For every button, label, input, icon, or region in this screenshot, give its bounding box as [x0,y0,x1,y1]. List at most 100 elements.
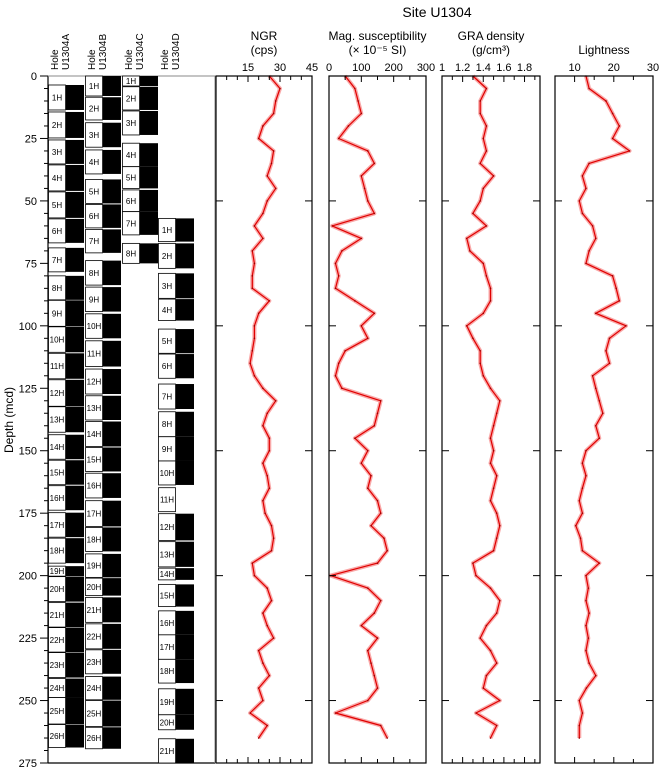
data-point [257,312,260,315]
data-point [373,424,376,427]
core-label-box [48,275,66,301]
data-point [376,412,379,415]
data-point [625,325,627,327]
core-label-box [48,164,66,192]
data-point [581,175,584,177]
panel-title: GRA density [458,29,525,43]
core-7h: 7H [122,211,158,236]
core-label: 14H [87,430,102,439]
data-point [367,649,369,652]
core-5h: 5H [122,166,158,189]
data-point [479,200,481,202]
core-label-box [48,512,66,538]
data-point [257,137,260,140]
core-19h: 19H [158,688,194,716]
core-6h: 6H [122,189,158,213]
core-label: 10H [87,322,102,331]
core-label: 21H [160,747,175,756]
data-point [587,587,590,589]
data-point [341,387,343,390]
data-point [257,687,260,689]
core-recovery-bar [176,460,194,485]
data-point [266,724,269,727]
core-recovery-bar [66,697,84,725]
data-curve [249,75,281,739]
core-label-box [158,567,176,581]
core-recovery-bar [176,568,194,580]
core-8h: 8H [48,275,84,301]
core-label-box [122,75,140,87]
data-point [266,200,269,202]
data-point [367,449,369,452]
core-2h: 2H [85,96,121,121]
depth-axis: 0 25 50 75 100 125 150 175 200 225 250 275 [19,71,216,770]
data-point [360,112,363,115]
data-point [337,275,340,277]
data-point [367,200,369,202]
core-11h: 11H [48,352,84,380]
core-label-box [158,353,176,379]
core-recovery-bar [66,538,84,564]
panel-units: (× 10⁻⁵ SI) [349,43,407,57]
core-label-box [85,726,103,750]
data-point [479,637,481,639]
depth-tick-label: 100 [19,321,37,333]
depth-tick-label: 25 [25,133,37,145]
core-label: 15H [50,468,65,477]
panel-units: (cps) [251,43,278,57]
data-point [386,549,389,552]
data-curve-halo [464,74,502,739]
core-recovery-bar [66,485,84,511]
data-point [594,424,597,427]
data-point [482,312,485,315]
log-panels: NGR(cps) 15 30 45 Mag. susceptibility(× 10⁻⁵… [215,29,659,764]
data-point [479,162,481,165]
core-recovery-bar [103,395,121,420]
core-label-box [122,86,140,111]
core-label: 18H [160,667,175,676]
core-label-box [48,406,66,433]
data-point [347,125,350,127]
core-recovery-bar [103,229,121,253]
core-1h: 1H [48,84,84,111]
core-label: 12H [87,378,102,387]
data-point [581,549,584,552]
data-curve [330,75,388,739]
core-recovery-bar [176,634,194,660]
core-label: 2H [162,252,172,261]
core-recovery-bar [176,436,194,461]
core-label: 13H [50,416,65,425]
data-point [270,549,273,552]
data-point [479,100,481,102]
core-5h: 5H [158,328,194,354]
data-point [262,499,264,502]
core-5h: 5H [48,191,84,219]
core-7h: 7H [85,228,121,254]
core-label-box [48,139,66,165]
core-6h: 6H [158,353,194,379]
data-point [334,712,337,714]
x-tick-label: 1.6 [496,62,511,74]
core-label-box [48,652,66,678]
data-point [249,362,251,365]
data-point [489,462,492,465]
core-recovery-bar [176,411,194,437]
core-label-box [48,576,66,603]
data-point [588,662,590,664]
core-recovery-bar [103,149,121,174]
depth-tick-label: 175 [19,508,37,520]
core-17h: 17H [48,512,84,538]
core-label: 24H [87,684,102,693]
core-label: 21H [87,606,102,615]
data-point [357,100,359,102]
core-label-box [158,272,176,299]
data-point [618,125,621,127]
core-label-box [158,298,176,321]
core-label: 25H [87,710,102,719]
core-12h: 12H [85,368,121,395]
core-5h: 5H [85,179,121,204]
core-4h: 4H [122,142,158,168]
core-label-box [85,395,103,421]
core-recovery-bar [66,602,84,628]
data-point [581,712,584,714]
